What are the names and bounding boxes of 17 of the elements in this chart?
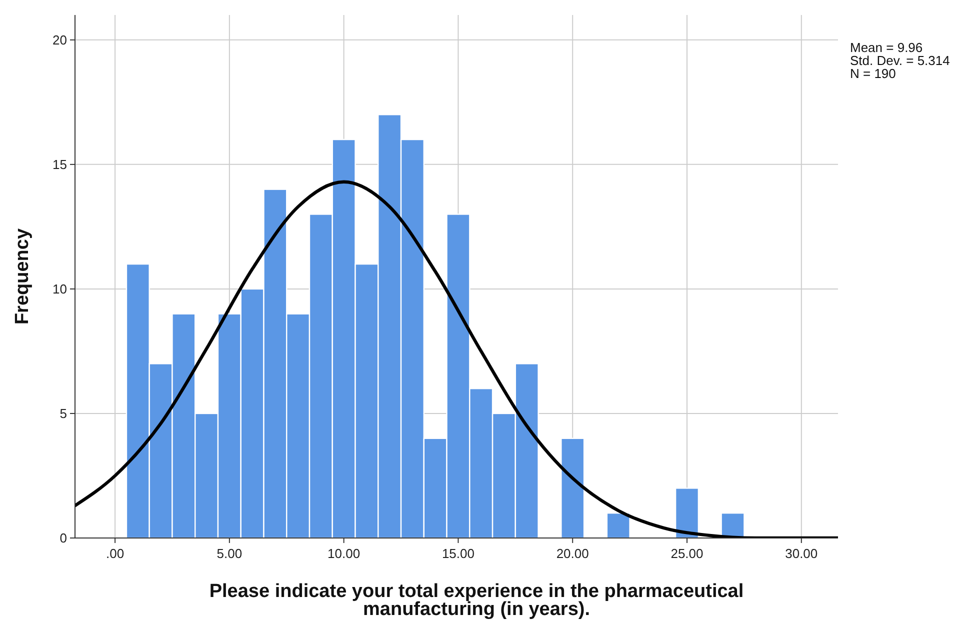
- y-tick-label: 5: [60, 406, 67, 422]
- y-tick-label: 10: [52, 282, 67, 296]
- text: Mean = 9.96: [850, 40, 923, 55]
- x-tick-label: 30.00: [785, 546, 818, 561]
- x-tick-label: .00: [106, 546, 124, 561]
- y-tick-label: 0: [60, 530, 67, 546]
- x-tick-label: 15.00: [442, 546, 474, 561]
- text: N = 190: [850, 66, 896, 81]
- x-tick-label: 25.00: [670, 546, 704, 561]
- x-tick-label: 20.00: [556, 546, 589, 561]
- y-tick-label: 15: [52, 156, 67, 172]
- y-axis-title: Frequency: [12, 228, 33, 325]
- x-tick-label: 5.00: [216, 546, 242, 561]
- x-axis-title: Please indicate your total experience in the pharmaceutical manufacturing (in years).: [209, 581, 744, 620]
- y-tick-label: 20: [52, 32, 67, 48]
- x-tick-label: 10.00: [328, 546, 360, 561]
- text: Std. Dev. = 5.314: [850, 53, 950, 68]
